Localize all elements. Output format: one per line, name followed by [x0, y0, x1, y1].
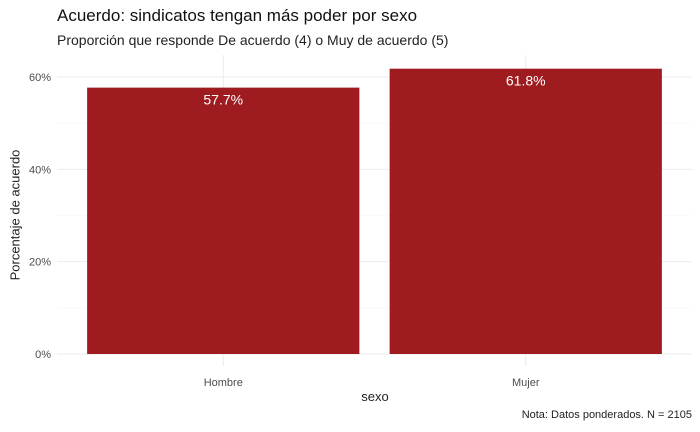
chart-caption: Nota: Datos ponderados. N = 2105 [521, 409, 692, 421]
y-tick-label: 20% [29, 257, 51, 269]
bars [87, 68, 662, 354]
y-tick-label: 40% [29, 164, 51, 176]
bar-value-label: 57.7% [203, 92, 243, 108]
chart-subtitle: Proporción que responde De acuerdo (4) o… [57, 32, 449, 48]
x-tick-label: Hombre [204, 377, 243, 389]
x-tick-label: Mujer [512, 377, 540, 389]
y-tick-label: 60% [29, 72, 51, 84]
axis-ticks: 0% 20% 40% 60% Hombre Mujer [29, 72, 540, 389]
bar-mujer [389, 68, 662, 354]
bar-value-label: 61.8% [506, 73, 546, 89]
y-tick-label: 0% [35, 349, 51, 361]
chart-title: Acuerdo: sindicatos tengan más poder por… [57, 6, 418, 25]
bar-value-labels: 57.7% 61.8% [203, 73, 545, 108]
bar-hombre [87, 87, 360, 354]
x-axis-label: sexo [361, 389, 389, 404]
